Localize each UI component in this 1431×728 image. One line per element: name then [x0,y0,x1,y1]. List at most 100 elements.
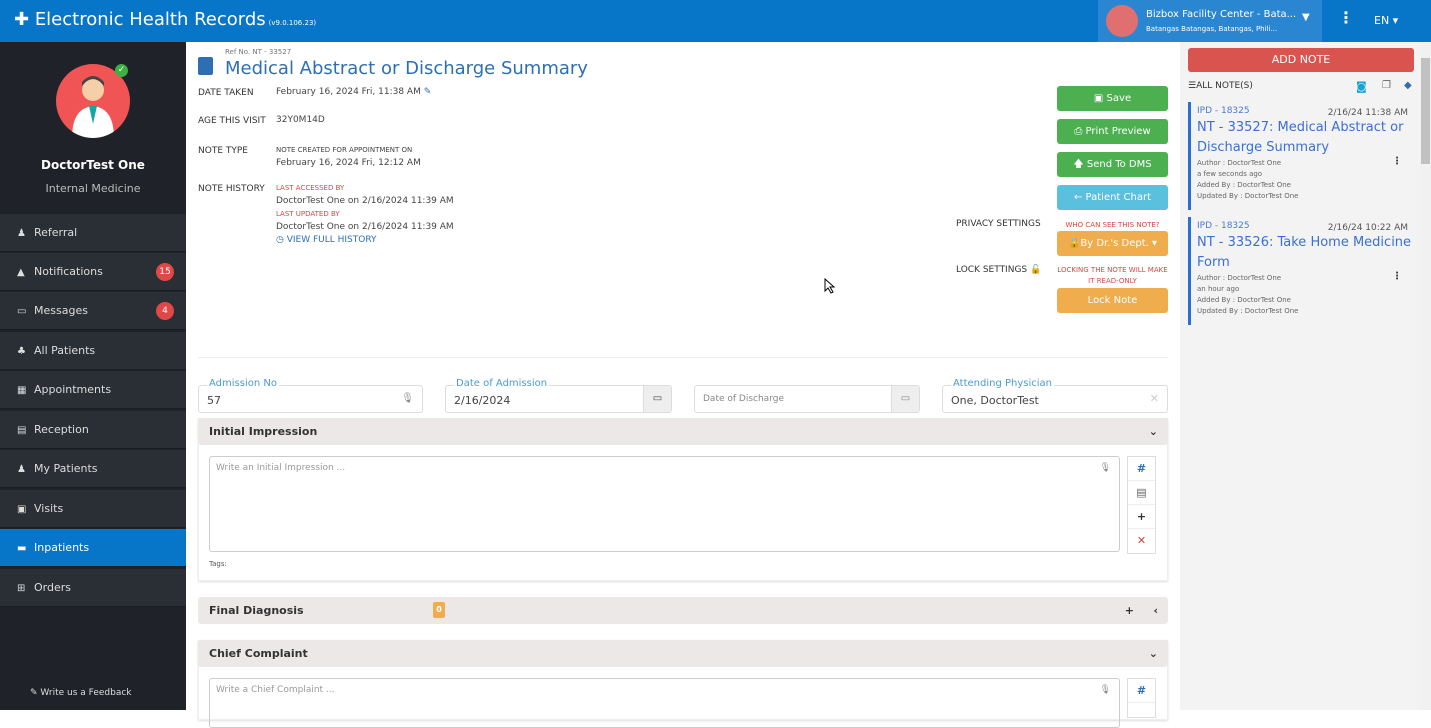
add-note-button[interactable]: ADD NOTE [1188,48,1414,72]
sidebar-item-all-patients[interactable]: ♣ All Patients [0,332,186,370]
calendar-icon[interactable]: ▭ [643,386,671,412]
tag-icon[interactable]: ◆ [1404,80,1412,91]
privacy-settings-label: PRIVACY SETTINGS [956,219,1041,229]
clear-icon[interactable]: ✕ [1149,392,1159,405]
sidebar-item-messages[interactable]: ▭ Messages 4 [0,292,186,330]
mouse-cursor-icon [824,278,836,294]
note-type-label: NOTE TYPE [198,146,248,156]
sidebar-item-reception[interactable]: ▤ Reception [0,411,186,449]
reference-number: Ref No. NT - 33527 [225,48,292,56]
chevron-down-icon[interactable]: ⌄ [1148,425,1158,438]
final-diagnosis-header[interactable]: Final Diagnosis 0 + ‹ [198,597,1168,624]
user-name: DoctorTest One [41,158,145,172]
send-to-dms-button[interactable]: 🡅 Send To DMS [1057,152,1168,177]
sidebar-item-referral[interactable]: ♟ Referral [0,214,186,252]
note-history-label: NOTE HISTORY [198,184,265,194]
initial-impression-header[interactable]: Initial Impression ⌄ [198,418,1168,445]
unlock-icon: 🔓 [1030,265,1042,275]
scrollbar-thumb[interactable] [1421,58,1430,164]
medical-cross-icon: ✚ [14,9,35,30]
sidebar-item-inpatients[interactable]: ▬ Inpatients [0,529,186,567]
app-title[interactable]: ✚ Electronic Health Records (v9.0.106.23) [14,9,317,30]
lock-note-button[interactable]: Lock Note [1057,288,1168,313]
sidebar-item-appointments[interactable]: ▦ Appointments [0,371,186,409]
feedback-link[interactable]: ✎ Write us a Feedback [30,688,132,698]
note-item[interactable]: IPD - 18325 2/16/24 10:22 AM NT - 33526:… [1188,217,1414,325]
age-label: AGE THIS VISIT [198,116,266,126]
doctor-icon [72,76,114,138]
document-icon [198,57,213,75]
bell-icon: ▲ [17,267,25,278]
privacy-note: WHO CAN SEE THIS NOTE? [1065,221,1160,229]
list-icon: ▤ [17,425,27,436]
divider [198,357,1168,358]
sidebar-item-my-patients[interactable]: ♟ My Patients [0,450,186,488]
calendar-icon: ▦ [17,385,27,396]
initial-impression-textarea[interactable]: Write an Initial Impression ... 🎙 [209,456,1120,552]
top-header: ✚ Electronic Health Records (v9.0.106.23)… [0,0,1431,42]
scrollbar[interactable] [1420,42,1431,710]
admission-no-input[interactable]: Admission No 57 🎙 [198,378,423,413]
edit-date-icon[interactable]: ✎ [423,87,432,97]
sidebar: ✓ DoctorTest One Internal Medicine ♟ Refe… [0,42,186,710]
users-icon: ♣ [17,346,26,357]
view-full-history-link[interactable]: ◷ VIEW FULL HISTORY [276,235,377,245]
facility-address: Batangas Batangas, Batangas, Phili... [1146,25,1278,33]
bed-icon: ▬ [17,543,27,554]
plus-icon[interactable]: + [1124,604,1134,617]
delete-icon[interactable]: ✕ [1136,534,1147,547]
note-menu-icon[interactable]: ⋮ [1392,271,1402,282]
app-version: (v9.0.106.23) [268,19,317,27]
plus-icon[interactable]: + [1128,505,1155,529]
patient-chart-button[interactable]: ← Patient Chart [1057,185,1168,210]
age-value: 32Y0M14D [276,115,325,125]
calendar-icon[interactable]: ▭ [891,386,919,412]
list-icon: ☰ [1188,81,1197,91]
tags-label: Tags: [209,560,227,568]
user-icon: ♟ [17,464,26,475]
microphone-icon[interactable]: 🎙 [1099,463,1111,473]
floppy-icon: ▣ [1093,93,1107,104]
hashtag-icon[interactable]: # [1128,679,1155,703]
print-preview-button[interactable]: ⎙ Print Preview [1057,119,1168,144]
hashtag-icon[interactable]: # [1128,457,1155,481]
online-check-icon: ✓ [115,64,128,77]
facility-selector[interactable]: Bizbox Facility Center - Bata... Batanga… [1098,0,1322,42]
cart-icon: ⊞ [17,583,26,594]
chevron-left-icon[interactable]: ‹ [1153,604,1158,617]
page-title: Medical Abstract or Discharge Summary [225,58,588,79]
microphone-icon[interactable]: 🎙 [401,393,414,404]
privacy-dropdown[interactable]: 🔒By Dr.'s Dept. ▾ [1057,231,1168,256]
date-taken-value: February 16, 2024 Fri, 11:38 AM ✎ [276,87,432,97]
discharge-date-input[interactable]: Date of Discharge ▭ [694,385,920,413]
sidebar-item-visits[interactable]: ▣ Visits [0,490,186,528]
initial-impression-tools: # ▤ + ✕ [1127,456,1156,554]
chief-complaint-textarea[interactable]: Write a Chief Complaint ... 🎙 [209,678,1120,728]
lock-icon: 🔒 [1067,238,1081,249]
edit-icon: ✎ [30,688,41,698]
attending-physician-select[interactable]: Attending Physician One, DoctorTest ✕ [942,378,1168,413]
note-item[interactable]: IPD - 18325 2/16/24 11:38 AM NT - 33527:… [1188,102,1414,210]
inbox-icon: ▭ [17,306,27,317]
copy-icon[interactable]: ❐ [1382,80,1391,91]
sidebar-item-notifications[interactable]: ▲ Notifications 15 [0,253,186,291]
refresh-icon[interactable]: ◙ [1356,80,1367,93]
save-button[interactable]: ▣ Save [1057,86,1168,111]
note-type-value: NOTE CREATED FOR APPOINTMENT ON February … [276,146,421,168]
sidebar-item-orders[interactable]: ⊞ Orders [0,569,186,607]
note-menu-icon[interactable]: ⋮ [1392,156,1402,167]
template-icon[interactable]: ▤ [1128,481,1155,505]
language-selector[interactable]: EN ▾ [1374,14,1399,27]
chief-complaint-header[interactable]: Chief Complaint ⌄ [198,640,1168,667]
user-department: Internal Medicine [45,182,141,195]
admission-date-input[interactable]: Date of Admission 2/16/2024 ▭ [445,378,672,413]
microphone-icon[interactable]: 🎙 [1099,685,1111,695]
hospital-icon: ▣ [17,504,27,515]
chevron-down-icon[interactable]: ⌄ [1148,647,1158,660]
facility-name: Bizbox Facility Center - Bata... [1146,9,1297,20]
note-history-value: LAST ACCESSED BY DoctorTest One on 2/16/… [276,184,454,245]
all-notes-label[interactable]: ☰ALL NOTE(S) [1188,81,1253,91]
more-menu-icon[interactable]: ⋮ [1338,8,1354,27]
notes-panel: ADD NOTE ☰ALL NOTE(S) ◙ ❐ ◆ IPD - 18325 … [1180,42,1420,710]
arrow-left-icon: ← [1073,192,1086,203]
